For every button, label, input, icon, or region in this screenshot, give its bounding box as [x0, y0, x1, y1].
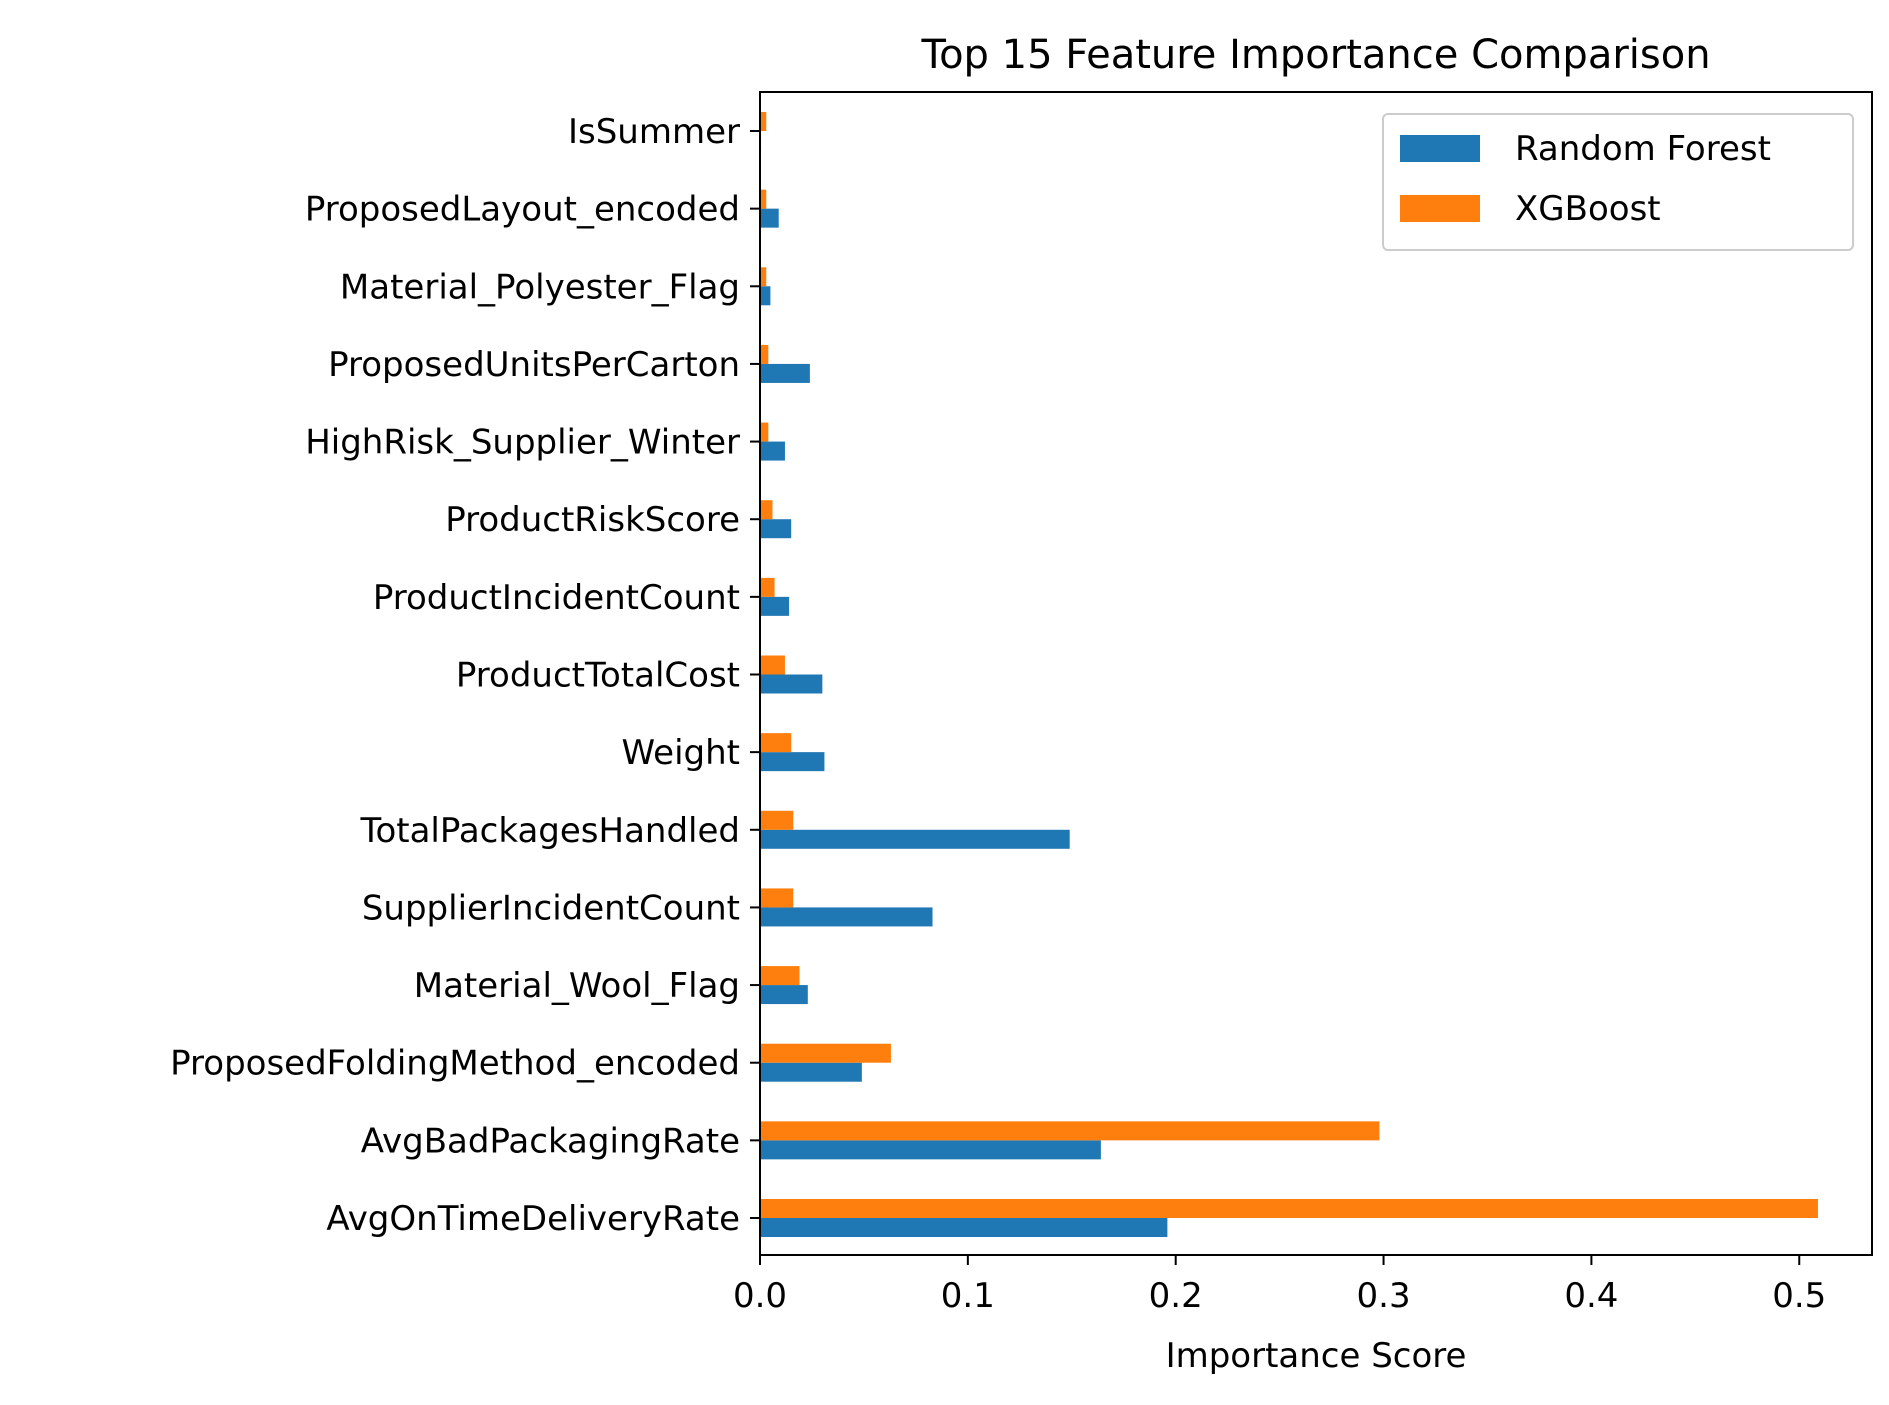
bar-xgboost [760, 422, 769, 442]
x-tick-label: 0.5 [1772, 1276, 1826, 1316]
y-tick-label: ProductRiskScore [445, 500, 740, 540]
legend: Random Forest XGBoost [1382, 113, 1854, 251]
bar-random-forest [760, 1218, 1168, 1237]
x-tick-label: 0.4 [1564, 1276, 1618, 1316]
bar-random-forest [760, 363, 810, 383]
bar-xgboost [760, 966, 800, 986]
y-tick-label: TotalPackagesHandled [359, 811, 740, 851]
y-axis-ticks: AvgOnTimeDeliveryRate AvgBadPackagingRate… [170, 112, 760, 1239]
bar-xgboost [760, 1199, 1818, 1218]
bar-random-forest [760, 1062, 862, 1082]
legend-label: XGBoost [1515, 189, 1661, 229]
y-tick-label: ProposedLayout_encoded [305, 190, 740, 230]
y-tick-label: ProductTotalCost [456, 656, 740, 696]
bar-xgboost [760, 655, 785, 675]
x-axis-ticks: 0.0 0.1 0.2 0.3 0.4 0.5 [733, 1255, 1826, 1316]
bar-random-forest [760, 286, 771, 306]
y-tick-label: IsSummer [568, 112, 740, 152]
y-tick-label: Weight [622, 733, 740, 773]
bar-random-forest [760, 752, 825, 772]
bar-xgboost [760, 577, 775, 597]
bar-xgboost [760, 1121, 1380, 1141]
bar-xgboost [760, 189, 767, 209]
bar-random-forest [760, 519, 792, 539]
bar-xgboost [760, 810, 794, 830]
bar-xgboost [760, 733, 792, 753]
y-tick-label: ProposedUnitsPerCarton [328, 345, 740, 385]
y-tick-label: SupplierIncidentCount [362, 888, 740, 928]
y-tick-label: ProductIncidentCount [373, 578, 740, 618]
bar-xgboost [760, 112, 767, 131]
bar-random-forest [760, 596, 790, 616]
legend-swatch [1400, 195, 1480, 222]
bar-random-forest [760, 208, 779, 228]
legend-swatch [1400, 135, 1480, 162]
y-tick-label: Material_Wool_Flag [414, 966, 740, 1006]
y-tick-label: AvgBadPackagingRate [361, 1121, 740, 1161]
y-tick-label: HighRisk_Supplier_Winter [305, 423, 740, 463]
bar-xgboost [760, 267, 767, 287]
x-tick-label: 0.0 [733, 1276, 787, 1316]
bar-random-forest [760, 1140, 1101, 1160]
bar-random-forest [760, 441, 785, 461]
x-tick-label: 0.3 [1357, 1276, 1411, 1316]
bar-xgboost [760, 500, 773, 520]
x-tick-label: 0.1 [941, 1276, 995, 1316]
bar-xgboost [760, 1043, 891, 1063]
bar-random-forest [760, 829, 1070, 849]
x-axis-label: Importance Score [1166, 1336, 1467, 1376]
chart-title: Top 15 Feature Importance Comparison [920, 32, 1710, 78]
plot-frame [759, 91, 1873, 1256]
bar-random-forest [760, 985, 808, 1005]
y-tick-label: Material_Polyester_Flag [340, 267, 740, 307]
legend-box [1382, 113, 1854, 251]
bar-random-forest [760, 907, 933, 927]
bars-layer [760, 112, 1818, 1237]
bar-xgboost [760, 888, 794, 908]
bar-random-forest [760, 674, 823, 694]
bar-xgboost [760, 344, 769, 364]
legend-label: Random Forest [1515, 129, 1771, 169]
y-tick-label: AvgOnTimeDeliveryRate [326, 1199, 740, 1239]
y-tick-label: ProposedFoldingMethod_encoded [170, 1044, 740, 1084]
x-tick-label: 0.2 [1149, 1276, 1203, 1316]
